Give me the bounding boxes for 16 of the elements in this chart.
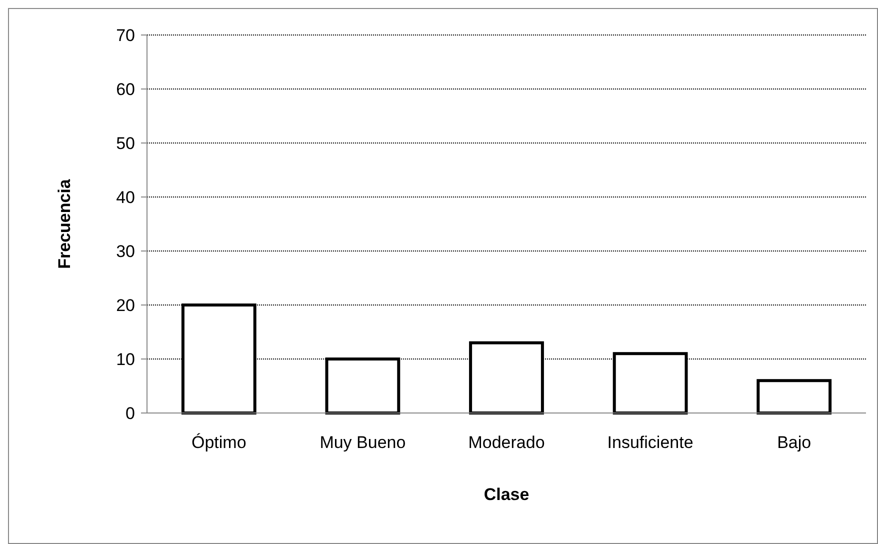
y-tick-label: 30 (116, 242, 135, 261)
x-axis-title: Clase (484, 485, 530, 504)
y-tick-label: 40 (116, 188, 135, 207)
y-tick-label: 50 (116, 134, 135, 153)
y-tick-label: 0 (126, 404, 135, 423)
x-tick-label: Moderado (468, 433, 545, 452)
bar (756, 379, 832, 414)
x-tick-label: Muy Bueno (320, 433, 406, 452)
y-axis-title: Frecuencia (55, 178, 74, 269)
y-tick-label: 60 (116, 80, 135, 99)
x-tick-label: Óptimo (192, 433, 246, 452)
y-tick-label: 20 (116, 296, 135, 315)
x-tick-label: Insuficiente (607, 433, 694, 452)
y-tick-label: 10 (116, 350, 135, 369)
y-tick-label: 70 (116, 26, 135, 45)
x-tick-label: Bajo (777, 433, 812, 452)
